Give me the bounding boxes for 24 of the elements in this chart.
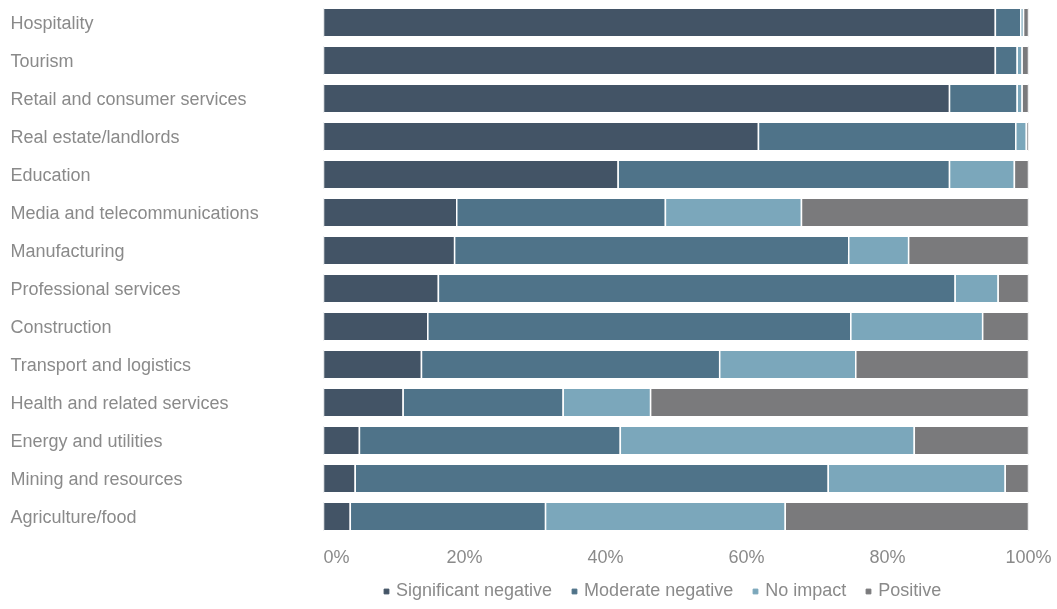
y-tick-label: Health and related services (10, 392, 229, 413)
legend-label: Moderate negative (584, 580, 734, 601)
y-tick-label: Transport and logistics (10, 354, 191, 375)
legend-label: Significant negative (396, 580, 553, 601)
y-tick-label: Construction (10, 316, 112, 337)
y-tick-label: Retail and consumer services (10, 88, 247, 109)
y-tick-label: Agriculture/food (10, 506, 137, 527)
x-tick-label: 40% (587, 546, 624, 567)
y-tick-label: Hospitality (10, 12, 94, 33)
x-tick-label: 20% (446, 546, 483, 567)
legend-label: Positive (878, 580, 942, 601)
y-tick-label: Media and telecommunications (10, 202, 259, 223)
y-tick-label: Mining and resources (10, 468, 183, 489)
x-tick-label: 0% (323, 546, 350, 567)
y-tick-label: Manufacturing (10, 240, 125, 261)
y-tick-label: Education (10, 164, 91, 185)
y-tick-label: Tourism (10, 50, 74, 71)
x-tick-label: 60% (728, 546, 765, 567)
y-tick-label: Professional services (10, 278, 181, 299)
y-tick-label: Energy and utilities (10, 430, 163, 451)
x-tick-label: 80% (869, 546, 906, 567)
y-tick-label: Real estate/landlords (10, 126, 180, 147)
x-tick-label: 100% (1005, 546, 1052, 567)
legend-label: No impact (765, 580, 847, 601)
